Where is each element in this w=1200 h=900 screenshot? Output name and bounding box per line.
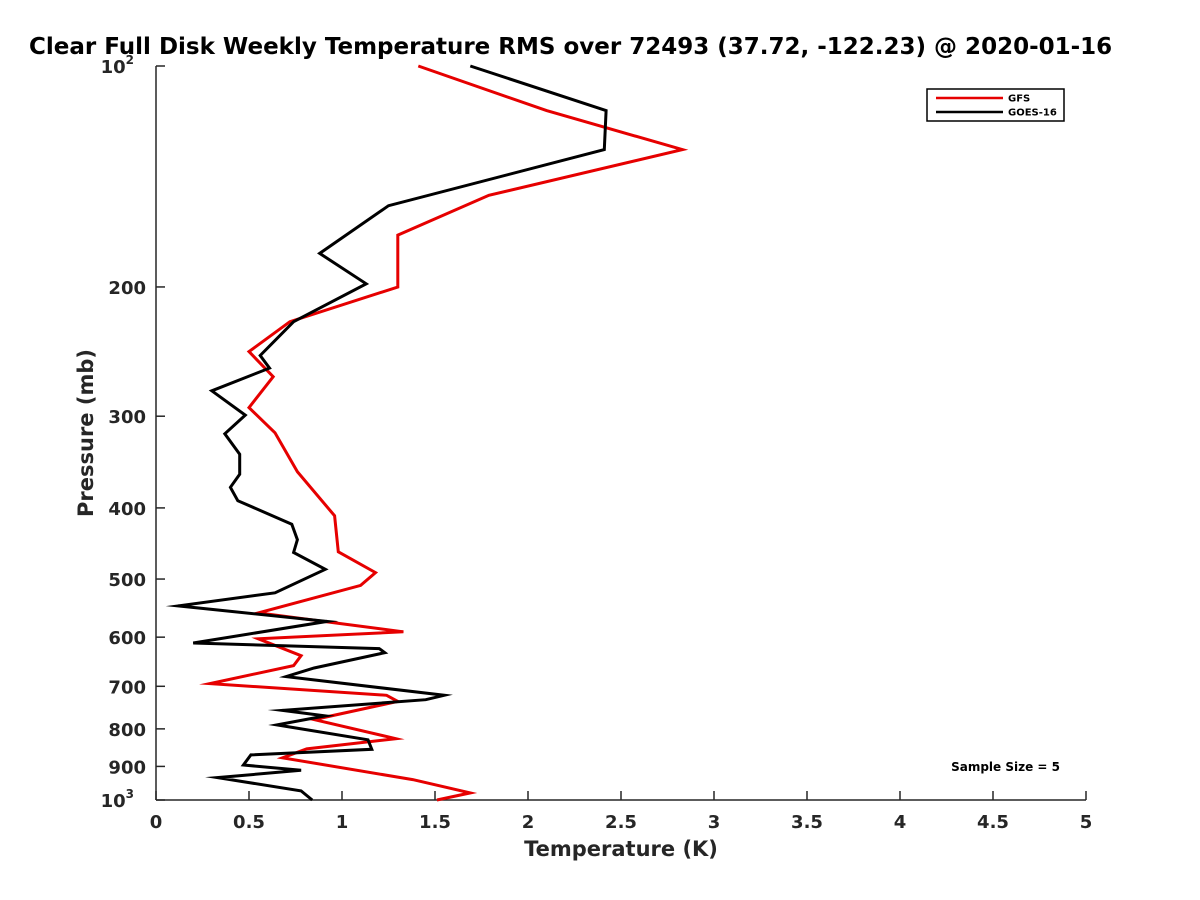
y-tick-label: 500	[108, 570, 146, 591]
series-line-goes-16	[165, 64, 608, 802]
x-tick-label: 5	[1080, 812, 1093, 833]
x-tick-label: 1.5	[419, 812, 451, 833]
x-tick-label: 1	[336, 812, 349, 833]
x-tick-label: 3.5	[791, 812, 823, 833]
y-tick-label: 300	[108, 407, 146, 428]
legend-label: GFS	[1008, 94, 1030, 105]
x-axis-ticks: 0 0.5 1 1.5 2 2.5 3 3.5 4 4.5 5	[150, 791, 1093, 833]
y-tick-exponent: 2	[126, 53, 134, 67]
y-tick-label: 900	[108, 757, 146, 778]
x-tick-label: 2.5	[605, 812, 637, 833]
x-tick-label: 4.5	[977, 812, 1009, 833]
sample-size-annotation: Sample Size = 5	[951, 760, 1060, 774]
y-axis-label: Pressure (mb)	[74, 349, 98, 517]
series-lines	[165, 64, 689, 802]
y-tick-base: 10	[101, 57, 126, 78]
x-axis-label: Temperature (K)	[524, 837, 718, 861]
legend-label: GOES-16	[1008, 108, 1057, 119]
series-line-gfs	[199, 64, 689, 802]
x-tick-label: 2	[522, 812, 535, 833]
y-tick-label: 800	[108, 720, 146, 741]
y-tick-label: 600	[108, 628, 146, 649]
x-tick-label: 3	[708, 812, 721, 833]
x-tick-label: 0.5	[233, 812, 265, 833]
y-tick-base: 10	[101, 791, 126, 812]
y-tick-label: 400	[108, 499, 146, 520]
y-tick-label: 200	[108, 278, 146, 299]
chart-title: Clear Full Disk Weekly Temperature RMS o…	[29, 34, 1112, 60]
x-tick-label: 4	[894, 812, 907, 833]
x-tick-label: 0	[150, 812, 163, 833]
y-tick-label: 102	[101, 53, 134, 78]
legend: GFS GOES-16	[926, 88, 1065, 122]
y-tick-label: 103	[101, 787, 134, 812]
legend-box	[926, 88, 1065, 122]
y-tick-label: 700	[108, 677, 146, 698]
y-tick-exponent: 3	[126, 787, 134, 801]
